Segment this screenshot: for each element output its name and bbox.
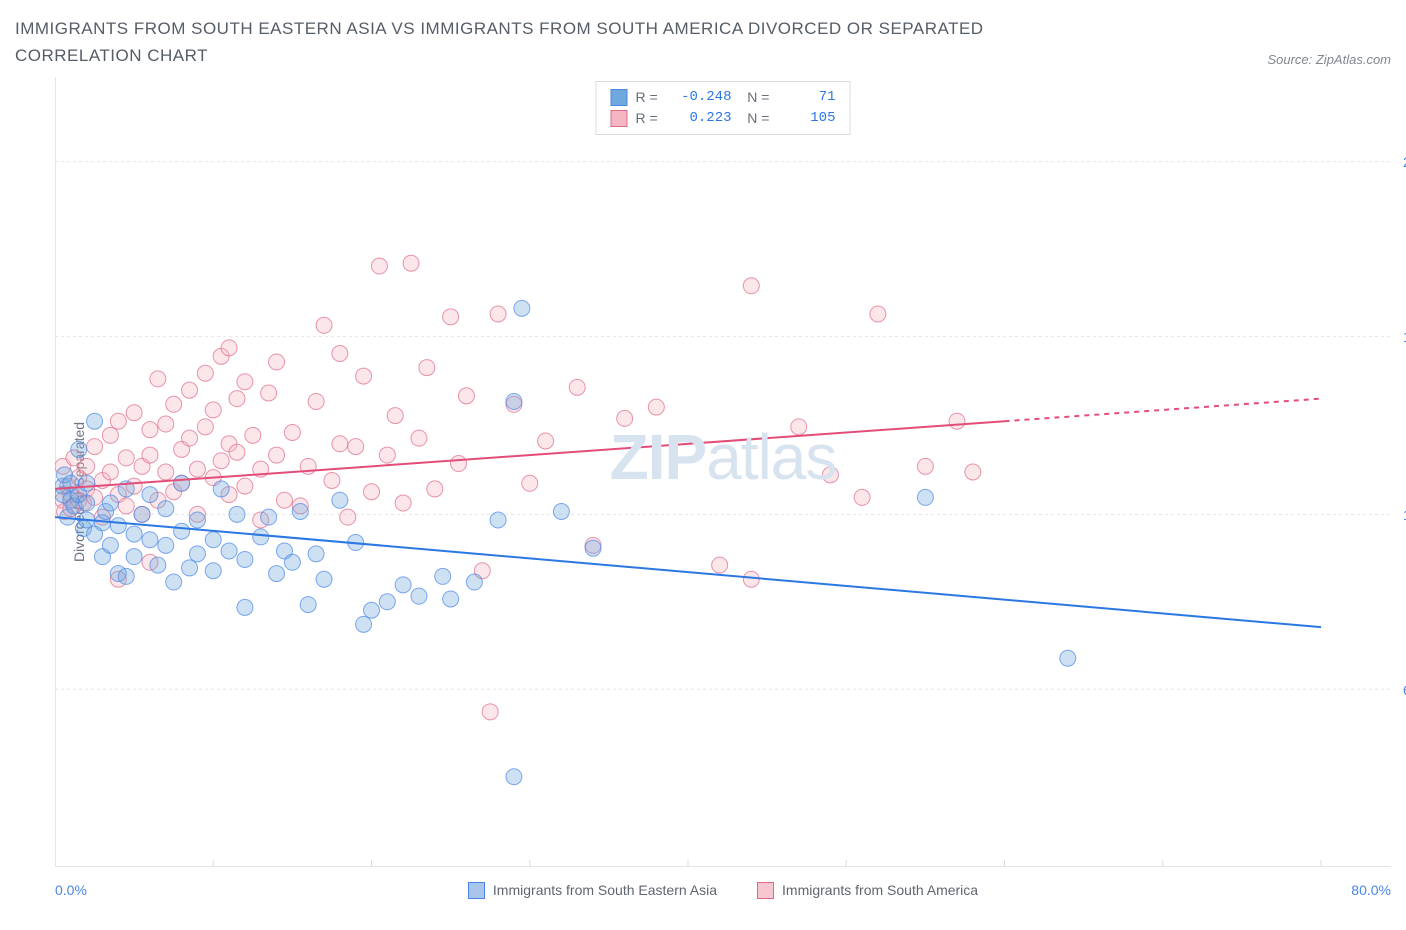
bottom-legend-b-label: Immigrants from South America [782, 882, 978, 898]
r-label: R = [636, 108, 666, 129]
stats-row-series-a: R = -0.248 N = 71 [611, 87, 836, 108]
x-axis-max: 80.0% [1351, 882, 1391, 898]
stats-legend: R = -0.248 N = 71 R = 0.223 N = 105 [596, 81, 851, 135]
source-attribution: Source: ZipAtlas.com [1267, 52, 1391, 69]
y-tick-label: 25.0% [1395, 154, 1406, 170]
y-tick-label: 12.5% [1395, 507, 1406, 523]
plot-area: ZIPatlas R = -0.248 N = 71 R = 0.223 N =… [55, 77, 1391, 867]
stats-row-series-b: R = 0.223 N = 105 [611, 108, 836, 129]
chart-container: IMMIGRANTS FROM SOUTH EASTERN ASIA VS IM… [15, 15, 1391, 907]
chart-area: Divorced or Separated ZIPatlas R = -0.24… [15, 77, 1391, 907]
y-tick-label: 18.8% [1395, 329, 1406, 345]
n-value-a: 71 [778, 87, 836, 108]
r-value-b: 0.223 [674, 108, 732, 129]
header-row: IMMIGRANTS FROM SOUTH EASTERN ASIA VS IM… [15, 15, 1391, 69]
scatter-svg [55, 77, 1391, 867]
n-label: N = [740, 87, 770, 108]
r-label: R = [636, 87, 666, 108]
swatch-bottom-a [468, 882, 485, 899]
r-value-a: -0.248 [674, 87, 732, 108]
swatch-series-b [611, 110, 628, 127]
bottom-legend-a-label: Immigrants from South Eastern Asia [493, 882, 717, 898]
n-label: N = [740, 108, 770, 129]
x-axis-row: 0.0% Immigrants from South Eastern Asia … [55, 873, 1391, 907]
y-tick-label: 6.3% [1395, 682, 1406, 698]
bottom-legend-b: Immigrants from South America [757, 882, 978, 899]
chart-title: IMMIGRANTS FROM SOUTH EASTERN ASIA VS IM… [15, 15, 1115, 69]
swatch-bottom-b [757, 882, 774, 899]
bottom-legend-a: Immigrants from South Eastern Asia [468, 882, 717, 899]
swatch-series-a [611, 89, 628, 106]
x-axis-min: 0.0% [55, 882, 87, 898]
n-value-b: 105 [778, 108, 836, 129]
